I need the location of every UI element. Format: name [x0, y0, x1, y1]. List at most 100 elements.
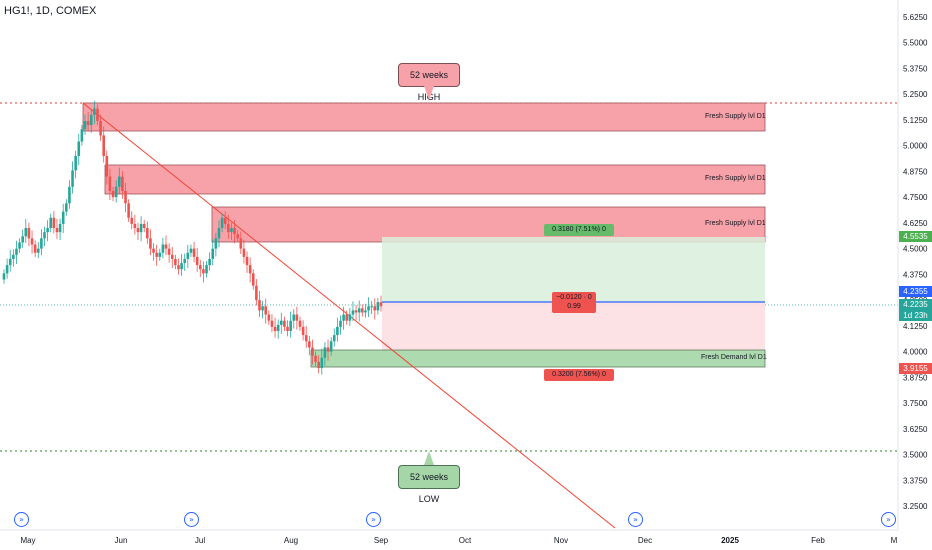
candle-body: [339, 320, 342, 327]
x-tick-label: Jul: [195, 536, 205, 545]
demand-zone: [310, 349, 766, 368]
candle-body: [49, 217, 53, 229]
candle-body: [351, 310, 355, 315]
candle-body: [245, 256, 249, 266]
y-tick-label: 4.3750: [903, 270, 928, 279]
y-tick-label: 5.1250: [903, 116, 928, 125]
supply-zone-2-label: Fresh Supply lvl D1: [705, 175, 766, 182]
candle-body: [286, 326, 289, 331]
candle-body: [170, 254, 174, 259]
candle-body: [329, 341, 333, 352]
candle-body: [267, 314, 271, 321]
callout-high-pointer: [424, 86, 434, 100]
y-tick-label: 5.6250: [903, 13, 928, 22]
candle-body: [189, 248, 193, 253]
candle-body: [326, 347, 330, 352]
candle-body: [273, 326, 277, 331]
y-tick-label: 3.7500: [903, 399, 928, 408]
candle-body: [242, 248, 246, 257]
candle-body: [108, 176, 112, 191]
position-center-line1: −0.0120 · 0: [556, 294, 592, 301]
candle-body: [36, 248, 40, 253]
y-tick-label: 4.7500: [903, 193, 928, 202]
candle-body: [345, 314, 349, 321]
replay-arrow-icon[interactable]: »: [14, 512, 29, 527]
target-measure-label: 0.3180 (7.51%) 0: [544, 224, 614, 236]
candle-body: [248, 265, 252, 274]
replay-arrow-icon[interactable]: »: [628, 512, 643, 527]
replay-arrow-icon[interactable]: »: [881, 512, 896, 527]
x-tick-label: Oct: [459, 536, 472, 545]
candle-body: [46, 228, 49, 233]
position-center-label: −0.0120 · 0 0.99: [552, 292, 596, 313]
y-tick-label: 5.3750: [903, 64, 928, 73]
candle-body: [142, 223, 146, 229]
supply-zone-1-label: Fresh Supply lvl D1: [705, 113, 766, 120]
candle-body: [223, 217, 227, 224]
y-tick-label: 4.6250: [903, 219, 928, 228]
candle-body: [276, 324, 280, 331]
candle-body: [174, 258, 177, 266]
candle-body: [217, 228, 221, 239]
candle-body: [376, 302, 380, 311]
candle-body: [21, 236, 24, 243]
symbol-title[interactable]: HG1!, 1D, COMEX: [4, 5, 97, 17]
candle-body: [71, 170, 74, 187]
candle-body: [295, 314, 299, 321]
time-axis: May Jun Jul Aug Sep Oct Nov Dec 2025 Feb M: [20, 536, 897, 545]
candle-body: [68, 186, 71, 204]
candle-body: [236, 234, 239, 239]
candle-body: [164, 244, 168, 249]
candle-body: [133, 223, 137, 229]
replay-arrow-icon[interactable]: »: [366, 512, 381, 527]
candle-body: [367, 306, 370, 311]
callout-52w-low[interactable]: 52 weeks LOW: [398, 465, 460, 504]
x-tick-label: M: [891, 536, 898, 545]
candle-body: [208, 258, 211, 266]
candle-body: [8, 258, 12, 266]
candle-body: [261, 306, 264, 311]
callout-low-pointer: [424, 451, 434, 465]
supply-zone-3-label: Fresh Supply lvl D1: [705, 220, 766, 227]
candle-body: [114, 186, 118, 198]
candle-body: [102, 135, 106, 156]
position-center-line2: 0.99: [567, 303, 581, 310]
candle-body: [192, 248, 196, 257]
stop-measure-label: 0.3200 (7.56%) 0: [544, 369, 614, 381]
candle-body: [314, 355, 317, 362]
candle-body: [96, 108, 99, 121]
candle-body: [364, 310, 367, 313]
candles-group: [2, 100, 383, 375]
x-tick-label: Aug: [284, 536, 298, 545]
candle-body: [320, 357, 324, 369]
candle-body: [55, 228, 59, 233]
candle-body: [27, 228, 31, 239]
candle-body: [77, 141, 81, 156]
candle-body: [161, 244, 165, 253]
candle-body: [289, 320, 292, 331]
x-tick-label: Feb: [811, 536, 825, 545]
candle-body: [5, 265, 9, 274]
x-tick-label: Jun: [115, 536, 128, 545]
y-tick-label: 3.8750: [903, 373, 928, 382]
y-tick-label: 5.0000: [903, 142, 928, 151]
candle-body: [202, 269, 205, 274]
candle-body: [121, 176, 124, 191]
candle-body: [130, 217, 134, 224]
supply-zone-3: [211, 206, 766, 243]
candle-body: [292, 314, 296, 321]
candle-body: [361, 308, 364, 313]
candle-body: [323, 347, 327, 358]
candle-body: [83, 120, 87, 130]
candle-body: [15, 248, 18, 255]
candle-body: [93, 108, 96, 115]
replay-arrow-icon[interactable]: »: [184, 512, 199, 527]
candle-body: [311, 347, 314, 356]
callout-52w-high[interactable]: 52 weeks HIGH: [398, 63, 460, 102]
candle-body: [258, 300, 261, 311]
candle-body: [18, 242, 21, 249]
candle-body: [342, 314, 345, 321]
candle-body: [317, 361, 320, 369]
candle-body: [139, 223, 143, 233]
